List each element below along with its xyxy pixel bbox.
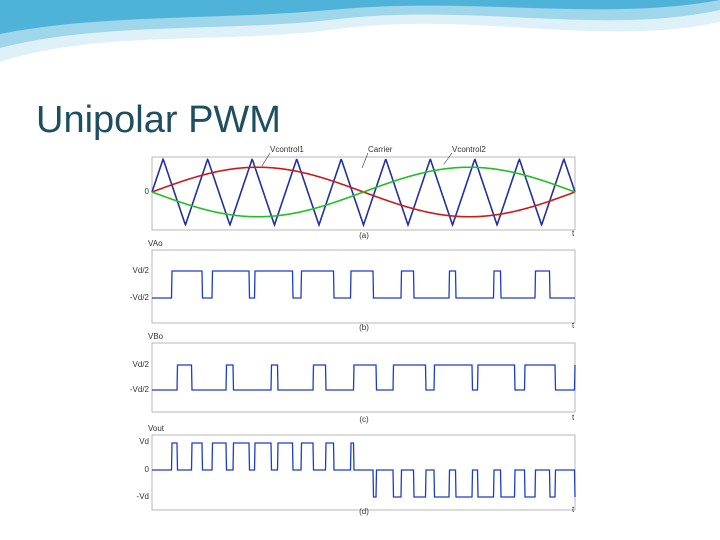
panel-label: VAo [148, 239, 163, 248]
carrier-wave [151, 157, 576, 228]
level-label: -Vd/2 [130, 385, 150, 394]
annotation-arrow [361, 152, 369, 169]
plot-frame [151, 249, 576, 324]
figure: 0 (a) t VAo Vd/2 -Vd/2 (b) t VBo Vd/2 -Vd/2 (c) t Vou… [130, 145, 576, 516]
caption: (d) [359, 507, 369, 516]
slide-title: Unipolar PWM [36, 99, 281, 141]
plot-frame [151, 156, 576, 231]
caption: (a) [359, 231, 369, 240]
level-label: -Vd/2 [130, 293, 150, 302]
header-wave [0, 0, 720, 34]
figure-background [140, 138, 585, 520]
annotation-arrow [261, 152, 271, 167]
panel-label: Vout [148, 424, 165, 433]
level-label: -Vd [137, 492, 149, 501]
level-label: 0 [145, 187, 150, 196]
annotation: Carrier [368, 145, 393, 154]
caption: (c) [359, 415, 369, 424]
axis-label: t [572, 321, 575, 330]
level-label: 0 [145, 465, 150, 474]
pwm-out [152, 442, 576, 498]
annotation: Vcontrol1 [270, 145, 304, 154]
pwm-a [152, 270, 575, 299]
level-label: Vd/2 [133, 266, 150, 275]
control-wave-2 [151, 166, 576, 218]
level-label: Vd [139, 437, 149, 446]
annotation-arrow [443, 152, 453, 165]
caption: (b) [359, 323, 369, 332]
annotation: Vcontrol2 [452, 145, 486, 154]
axis-label: t [572, 505, 575, 514]
panel-label: VBo [148, 332, 164, 341]
level-label: Vd/2 [133, 360, 150, 369]
pwm-b [152, 364, 576, 391]
axis-label: t [572, 413, 575, 422]
axis-label: t [572, 229, 575, 238]
